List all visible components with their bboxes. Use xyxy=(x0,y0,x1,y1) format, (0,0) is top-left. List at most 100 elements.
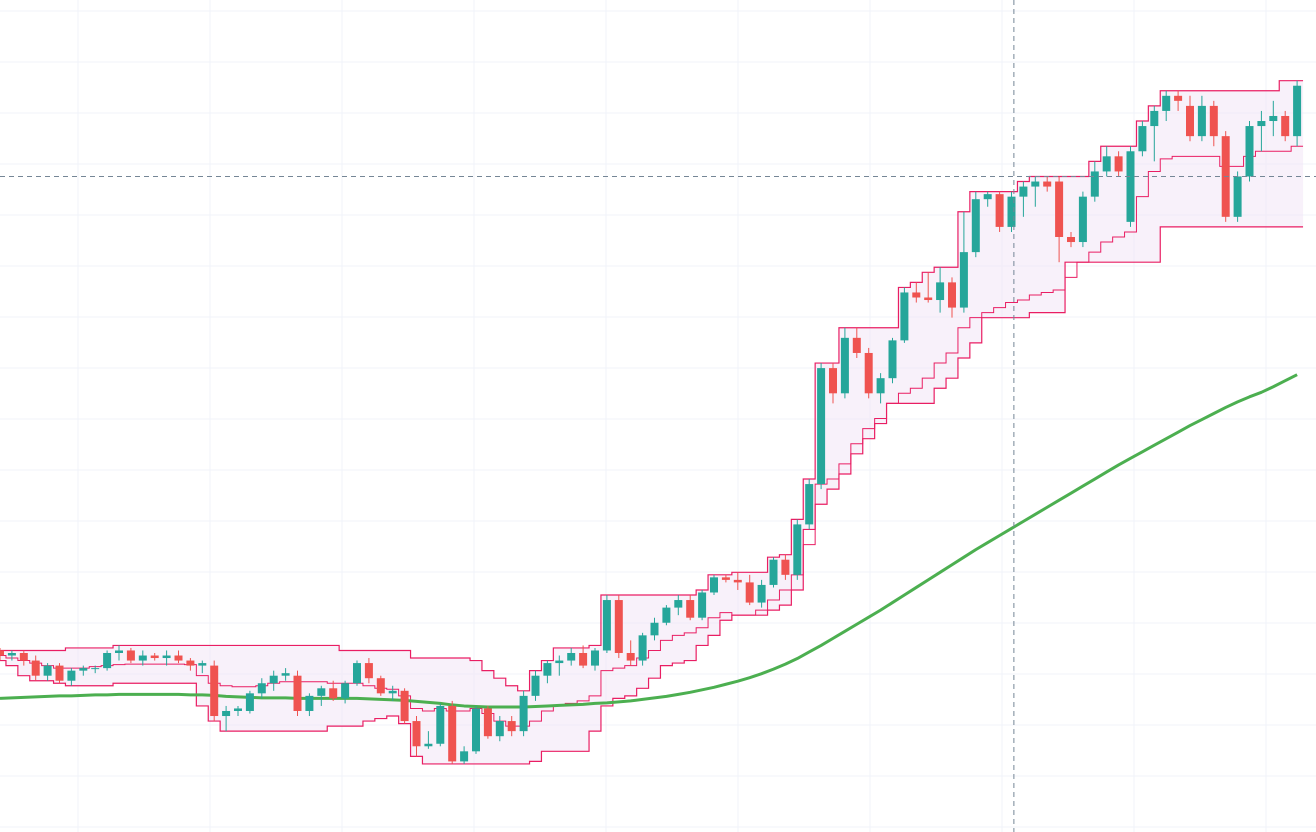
candle-body xyxy=(67,670,76,681)
candle-body xyxy=(686,600,695,618)
candle-down xyxy=(210,660,219,722)
candle-body xyxy=(829,368,837,394)
candle-body xyxy=(864,352,873,394)
candle-body xyxy=(341,683,350,699)
candle-up xyxy=(222,705,231,732)
candle-down xyxy=(924,272,933,303)
candle-down xyxy=(1186,95,1194,142)
candle-body xyxy=(769,559,778,585)
candle-up xyxy=(234,705,242,717)
candle-up xyxy=(1197,95,1206,142)
candle-down xyxy=(293,670,302,717)
candle-up xyxy=(162,650,171,666)
candle-body xyxy=(305,695,314,711)
candle-body xyxy=(1055,181,1064,237)
candle-down xyxy=(126,647,135,664)
candle-body xyxy=(31,660,40,676)
candle-body xyxy=(805,484,814,525)
candle-up xyxy=(876,373,885,404)
candle-down xyxy=(507,716,516,737)
candle-body xyxy=(567,652,576,661)
candle-body xyxy=(376,678,385,694)
candle-up xyxy=(1007,191,1016,232)
candle-up xyxy=(1269,100,1278,137)
candle-up xyxy=(495,716,504,742)
candle-up xyxy=(817,363,826,490)
candle-up xyxy=(519,690,528,737)
candle-up xyxy=(7,650,16,661)
candle-up xyxy=(959,211,968,313)
candle-body xyxy=(222,710,231,717)
candle-body xyxy=(1293,85,1302,137)
candle-up xyxy=(353,660,361,686)
candle-up xyxy=(936,267,945,313)
candle-body xyxy=(948,282,956,308)
candle-body xyxy=(924,297,933,301)
candle-down xyxy=(448,700,457,764)
candle-body xyxy=(781,559,790,575)
candle-body xyxy=(55,665,64,681)
candle-down xyxy=(912,282,921,303)
candle-up xyxy=(67,668,76,686)
candle-body xyxy=(198,663,207,666)
candle-down xyxy=(745,574,754,606)
candle-body xyxy=(91,668,100,670)
candle-body xyxy=(400,690,409,722)
candle-body xyxy=(1102,156,1111,172)
candle-body xyxy=(840,337,849,394)
candle-down xyxy=(376,675,385,696)
candle-body xyxy=(1245,126,1254,177)
candle-body xyxy=(1257,121,1266,127)
candle-body xyxy=(317,688,326,696)
candle-up xyxy=(1090,161,1099,202)
candle-body xyxy=(234,708,242,711)
candle-up xyxy=(531,670,540,701)
candle-body xyxy=(579,652,588,666)
candle-up xyxy=(138,650,147,666)
candle-up xyxy=(1019,181,1028,217)
candle-body xyxy=(1186,105,1194,137)
candle-body xyxy=(1162,95,1171,111)
candle-down xyxy=(948,277,956,318)
candle-body xyxy=(745,582,754,603)
candle-up xyxy=(591,647,599,671)
candle-body xyxy=(281,673,290,676)
candle-body xyxy=(19,652,28,661)
candle-down xyxy=(829,363,837,404)
candle-down xyxy=(995,191,1004,232)
candle-down xyxy=(733,572,742,590)
candle-body xyxy=(293,675,302,711)
candle-body xyxy=(876,378,885,394)
candle-up xyxy=(983,191,992,207)
candle-down xyxy=(483,705,492,739)
candle-body xyxy=(852,337,861,353)
candle-body xyxy=(757,584,766,603)
candle-up xyxy=(79,665,88,676)
candle-up xyxy=(543,660,552,684)
candle-body xyxy=(971,199,980,253)
candle-body xyxy=(1126,151,1135,222)
candle-down xyxy=(400,688,409,724)
candle-body xyxy=(543,663,552,676)
candle-up xyxy=(388,685,397,701)
candle-up xyxy=(103,650,112,671)
candle-body xyxy=(1114,156,1123,172)
candle-body xyxy=(329,688,338,699)
candle-body xyxy=(817,368,826,485)
candle-up xyxy=(567,647,576,666)
candle-down xyxy=(1067,231,1075,248)
candle-body xyxy=(793,524,802,575)
candle-up xyxy=(555,655,564,676)
candle-up xyxy=(971,191,980,258)
candle-body xyxy=(1007,196,1016,227)
candle-up xyxy=(1293,80,1302,147)
candle-body xyxy=(388,690,397,694)
candle-up xyxy=(1233,171,1242,222)
candle-up xyxy=(662,605,671,626)
candle-body xyxy=(995,194,1004,227)
candle-up xyxy=(317,685,326,706)
candle-down xyxy=(0,647,4,661)
candle-body xyxy=(79,668,88,671)
